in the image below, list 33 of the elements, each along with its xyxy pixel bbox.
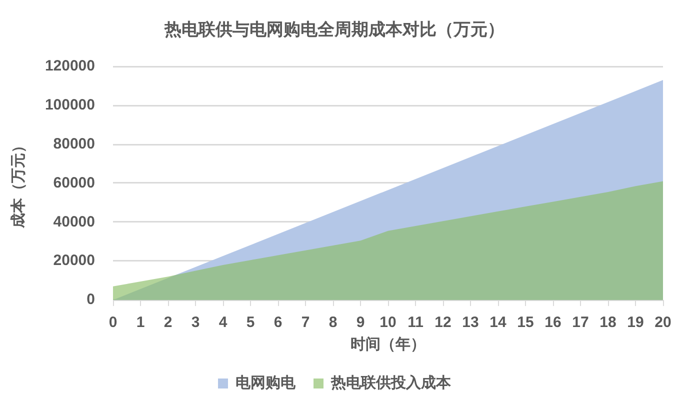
x-axis-title: 时间（年） <box>350 336 426 354</box>
x-tick-label: 11 <box>408 314 424 332</box>
x-tick-label: 20 <box>654 314 672 332</box>
x-tick-label: 18 <box>600 314 616 332</box>
y-tick-label: 0 <box>86 291 95 308</box>
x-tick-label: 9 <box>356 314 365 332</box>
x-tick-label: 13 <box>462 314 479 332</box>
x-tick-label: 12 <box>434 314 452 332</box>
x-tick-label: 8 <box>328 314 338 332</box>
y-tick-label: 60000 <box>53 174 95 192</box>
y-tick-label: 20000 <box>53 252 95 270</box>
x-tick-label: 14 <box>490 314 507 332</box>
x-tick-label: 6 <box>274 314 282 332</box>
x-tick-label: 7 <box>301 314 310 332</box>
x-tick-label: 16 <box>544 314 562 332</box>
y-tick-label: 80000 <box>53 135 95 152</box>
x-tick-label: 1 <box>136 314 145 332</box>
x-tick-label: 2 <box>164 314 172 332</box>
x-tick-label: 15 <box>517 314 534 332</box>
y-tick-label: 100000 <box>44 96 95 114</box>
x-tick-label: 17 <box>572 314 589 332</box>
x-tick-label: 4 <box>218 314 228 332</box>
y-axis-title: 成本（万元） <box>10 138 28 230</box>
y-tick-label: 120000 <box>44 58 95 75</box>
x-tick-label: 19 <box>627 314 644 332</box>
x-tick-label: 3 <box>191 314 200 332</box>
x-tick-label: 0 <box>108 314 118 332</box>
x-tick-label: 5 <box>246 314 255 332</box>
legend-label: 电网购电 <box>236 374 296 392</box>
chart-title: 热电联供与电网购电全周期成本对比（万元） <box>164 20 504 39</box>
legend-label: 热电联供投入成本 <box>330 374 452 392</box>
x-tick-label: 10 <box>380 314 396 332</box>
y-tick-label: 40000 <box>53 213 95 230</box>
